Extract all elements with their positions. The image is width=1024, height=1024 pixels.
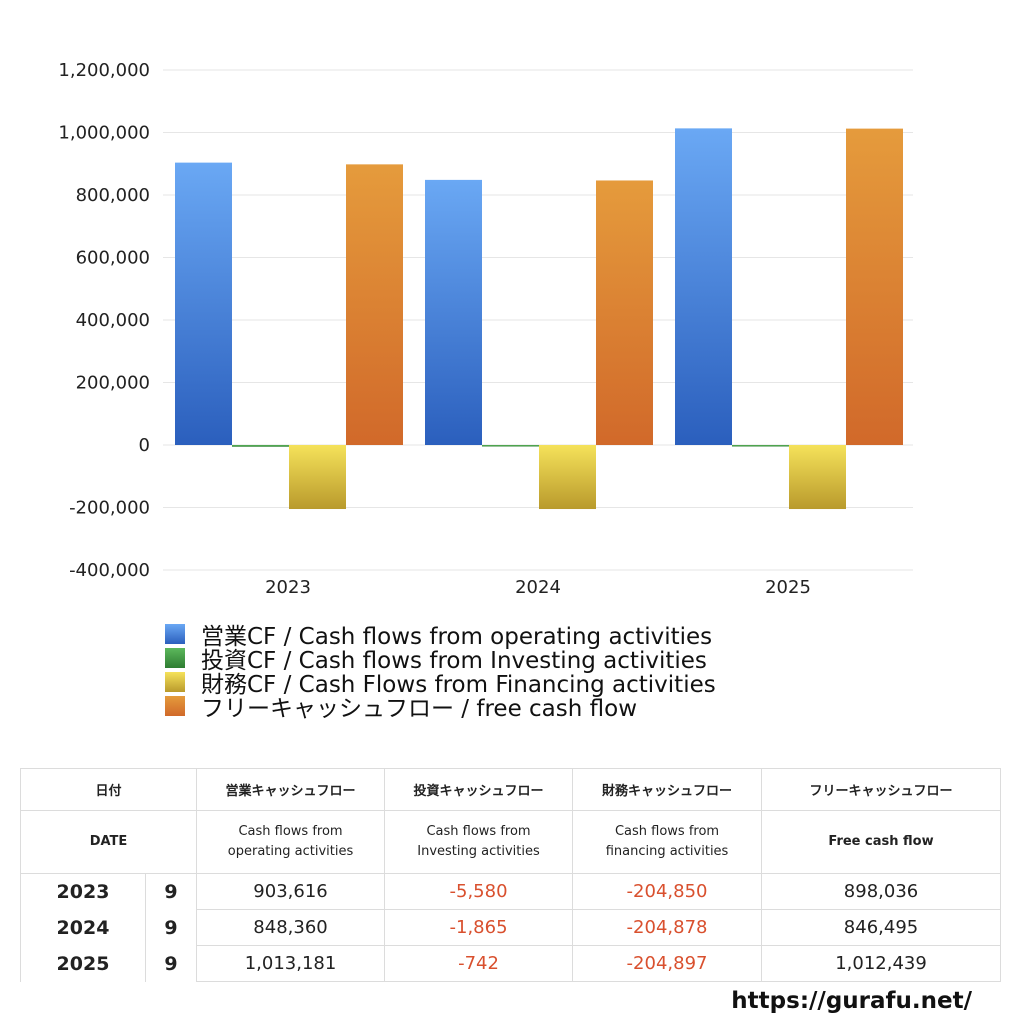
- y-tick-label: 200,000: [76, 373, 150, 394]
- header-date-en: DATE: [19, 810, 198, 874]
- row-month: 9: [144, 873, 198, 910]
- table-row: 2024 9 848,360 -1,865 -204,878 846,495: [20, 909, 1002, 946]
- row-investing: -742: [384, 945, 574, 982]
- y-tick-label: 800,000: [76, 185, 150, 206]
- header-investing-en-line2: Investing activities: [417, 844, 540, 859]
- x-tick-label: 2025: [765, 577, 811, 598]
- y-tick-label: 0: [139, 435, 150, 456]
- row-free: 898,036: [761, 873, 1002, 910]
- bar: [289, 445, 346, 510]
- legend-swatch-free: [165, 696, 185, 716]
- legend-item-operating: 営業CF / Cash flows from operating activit…: [165, 622, 716, 650]
- header-financing-en: Cash flows from financing activities: [572, 810, 763, 874]
- row-financing: -204,878: [572, 909, 763, 946]
- row-free: 1,012,439: [761, 945, 1002, 982]
- header-operating-jp: 営業キャッシュフロー: [196, 768, 386, 811]
- header-investing-en: Cash flows from Investing activities: [384, 810, 574, 874]
- row-year: 2023: [20, 873, 146, 910]
- table-row: 2023 9 903,616 -5,580 -204,850 898,036: [20, 873, 1002, 910]
- y-tick-label: 400,000: [76, 310, 150, 331]
- bar: [539, 445, 596, 510]
- bar: [789, 445, 846, 510]
- row-month: 9: [144, 909, 198, 946]
- bar: [596, 180, 653, 445]
- row-investing: -5,580: [384, 873, 574, 910]
- cash-flow-bar-chart: 1,200,000 1,000,000 800,000 600,000 400,000 2…: [58, 60, 913, 598]
- table-header-jp: 日付 営業キャッシュフロー 投資キャッシュフロー 財務キャッシュフロー フリーキ…: [19, 768, 1002, 811]
- row-financing: -204,897: [572, 945, 763, 982]
- bar: [232, 445, 289, 447]
- legend-item-financing: 財務CF / Cash Flows from Financing activit…: [165, 670, 716, 698]
- table-row: 2025 9 1,013,181 -742 -204,897 1,012,439: [20, 945, 1002, 982]
- y-tick-label: 1,000,000: [58, 123, 150, 144]
- legend-swatch-investing: [165, 648, 185, 668]
- header-investing-jp: 投資キャッシュフロー: [384, 768, 574, 811]
- x-tick-label: 2024: [515, 577, 561, 598]
- header-financing-jp: 財務キャッシュフロー: [572, 768, 763, 811]
- bar: [346, 164, 403, 445]
- legend-label-financing: 財務CF / Cash Flows from Financing activit…: [201, 672, 716, 698]
- row-investing: -1,865: [384, 909, 574, 946]
- bar: [482, 445, 539, 447]
- bar: [846, 128, 903, 446]
- row-year: 2024: [20, 909, 146, 946]
- source-url[interactable]: https://gurafu.net/: [731, 988, 972, 1014]
- header-operating-en-line1: Cash flows from: [238, 824, 343, 839]
- legend-label-investing: 投資CF / Cash flows from Investing activit…: [201, 648, 707, 674]
- y-tick-label: -400,000: [69, 560, 150, 581]
- y-tick-label: 600,000: [76, 248, 150, 269]
- legend-item-free: フリーキャッシュフロー / free cash flow: [165, 694, 716, 722]
- header-free-en: Free cash flow: [761, 810, 1002, 874]
- legend-label-operating: 営業CF / Cash flows from operating activit…: [201, 624, 713, 650]
- header-date-jp: 日付: [19, 768, 198, 811]
- row-year: 2025: [20, 945, 146, 982]
- bar: [175, 162, 232, 445]
- legend-item-investing: 投資CF / Cash flows from Investing activit…: [165, 646, 716, 674]
- legend-label-free: フリーキャッシュフロー / free cash flow: [201, 696, 638, 722]
- header-free-jp: フリーキャッシュフロー: [761, 768, 1002, 811]
- row-month: 9: [144, 945, 198, 982]
- row-operating: 848,360: [196, 909, 386, 946]
- header-operating-en-line2: operating activities: [227, 844, 354, 859]
- legend-swatch-financing: [165, 672, 185, 692]
- row-financing: -204,850: [572, 873, 763, 910]
- x-tick-label: 2023: [265, 577, 311, 598]
- header-financing-en-line1: Cash flows from: [614, 824, 720, 839]
- row-operating: 1,013,181: [196, 945, 386, 982]
- header-financing-en-line2: financing activities: [605, 844, 729, 859]
- table-header-en: DATE Cash flows from operating activities…: [19, 810, 1002, 874]
- header-investing-en-line1: Cash flows from: [426, 824, 531, 839]
- row-operating: 903,616: [196, 873, 386, 910]
- y-tick-label: -200,000: [69, 498, 150, 519]
- header-operating-en: Cash flows from operating activities: [196, 810, 386, 874]
- legend-swatch-operating: [165, 624, 185, 644]
- bar: [675, 128, 732, 446]
- bar: [732, 445, 789, 447]
- chart-legend: 営業CF / Cash flows from operating activit…: [165, 622, 716, 722]
- y-tick-label: 1,200,000: [58, 60, 150, 81]
- row-free: 846,495: [761, 909, 1002, 946]
- cash-flow-table: 日付 営業キャッシュフロー 投資キャッシュフロー 財務キャッシュフロー フリーキ…: [19, 768, 1002, 982]
- bar: [425, 179, 482, 445]
